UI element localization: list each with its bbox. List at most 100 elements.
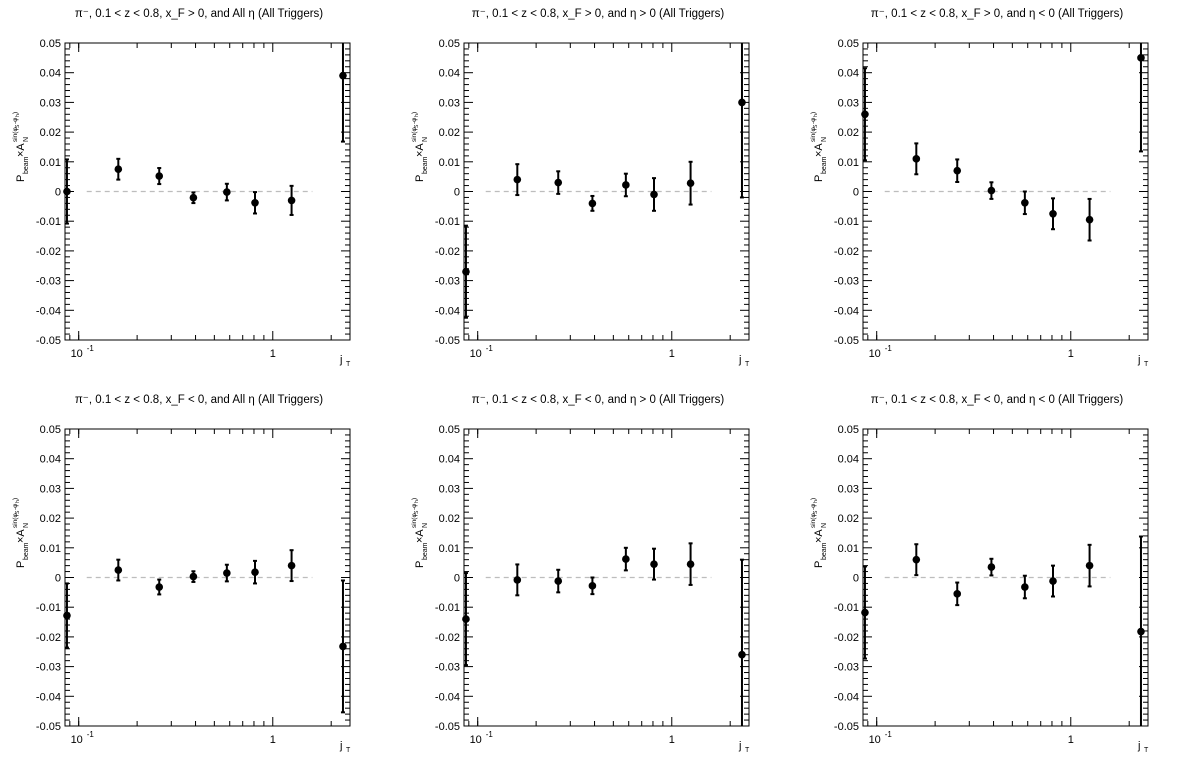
panel-title: π⁻, 0.1 < z < 0.8, x_F > 0, and All η (A… [74,8,324,20]
y-tick-label: 0 [55,187,61,199]
x-tick-label: 10 [869,348,881,360]
data-point [686,179,695,187]
y-axis-title-part: P [414,175,426,182]
y-axis-title-part: ×A [414,143,426,157]
data-point [953,590,962,598]
data-point [189,193,198,202]
data-point [588,582,597,590]
y-axis-title-part: h [414,500,420,503]
x-axis-title-subscript: T [346,361,351,368]
y-tick-label: 0.05 [838,38,859,50]
plot-area: -0.05 -0.04 -0.03 -0.02 -0.01 0 0.01 0.02 0.03 0.… [12,38,351,368]
data-point [63,187,71,196]
data-point [114,566,123,574]
y-axis-title-part: ) [12,498,19,500]
data-point [912,155,921,163]
y-tick-label: 0 [853,573,859,585]
y-tick-label: 0.05 [40,424,61,436]
panel-1: π⁻, 0.1 < z < 0.8, x_F > 0, and All η (A… [0,0,398,386]
y-tick-label: 0.01 [40,157,61,169]
x-tick-label-exponent: -1 [486,344,494,353]
data-point [622,181,630,189]
y-tick-label: 0.04 [838,454,859,466]
y-axis-title-part: sin(φ [810,127,817,142]
x-axis-title: j [738,354,741,366]
y-axis-title-part: h [15,114,21,117]
y-axis-title-part: ) [810,498,817,500]
y-tick-label: 0.05 [439,424,460,436]
y-axis-title-part: ×A [15,529,27,543]
data-point [1137,627,1145,636]
y-tick-label: 0 [853,187,859,199]
data-point [223,188,231,196]
y-tick-label: 0 [55,573,61,585]
y-tick-label: 0.01 [838,157,859,169]
x-tick-label: 10 [869,734,881,746]
y-tick-label: -0.01 [834,602,859,614]
y-axis-title-part: S [15,124,21,128]
data-point [622,555,630,563]
x-axis-title: j [1137,354,1140,366]
y-axis-title-part: ×A [813,529,825,543]
y-axis-title-part: P [414,561,426,568]
y-tick-label: 0.04 [838,68,859,80]
y-tick-label: 0.01 [40,543,61,555]
y-tick-label: 0.03 [439,483,460,495]
y-axis-title-part: beam [23,542,30,560]
y-tick-label: -0.03 [435,662,460,674]
x-axis-title: j [1137,740,1140,752]
y-axis-title-part: N [23,523,30,528]
y-axis-title-part: S [15,510,21,514]
y-tick-label: 0.03 [40,483,61,495]
y-tick-label: 0.05 [439,38,460,50]
y-axis-title-part: h [414,114,420,117]
y-tick-label: -0.01 [834,216,859,228]
y-tick-label: 0.03 [838,483,859,495]
x-axis-title-subscript: T [745,747,750,754]
plot-area: -0.05 -0.04 -0.03 -0.02 -0.01 0 0.01 0.02 0.03 0.… [411,424,750,754]
data-point [650,190,658,199]
y-tick-label: 0.01 [838,543,859,555]
y-tick-label: 0.02 [439,127,460,139]
y-tick-label: -0.02 [36,246,61,258]
data-point [861,608,869,617]
y-tick-label: 0.03 [838,97,859,109]
y-tick-label: 0.02 [40,513,61,525]
y-axis-title-part: -φ [411,118,418,124]
y-axis-title-part: -φ [810,118,817,124]
y-axis-title-part: h [813,114,819,117]
y-axis-title-part: S [813,510,819,514]
y-tick-label: -0.03 [834,662,859,674]
x-tick-label: 10 [470,734,482,746]
x-tick-label-exponent: -1 [885,344,893,353]
y-tick-label: -0.02 [435,632,460,644]
y-tick-label: -0.02 [435,246,460,258]
y-tick-label: -0.03 [36,662,61,674]
y-tick-label: -0.03 [834,276,859,288]
panel-title: π⁻, 0.1 < z < 0.8, x_F < 0, and All η (A… [74,394,324,406]
data-point [339,71,347,80]
y-tick-label: -0.05 [834,721,859,733]
y-tick-label: -0.05 [435,721,460,733]
y-axis-title-part: ) [411,112,418,114]
y-axis-title-part: beam [23,156,30,174]
y-tick-label: -0.01 [435,602,460,614]
y-axis-title-part: sin(φ [411,513,418,528]
plot-area: -0.05 -0.04 -0.03 -0.02 -0.01 0 0.01 0.02 0.03 0.… [12,424,351,754]
data-point [1085,561,1094,570]
x-axis-title-subscript: T [1144,747,1149,754]
x-tick-label: 1 [270,734,276,746]
x-tick-label: 10 [71,348,83,360]
y-axis-title-part: P [15,175,27,182]
y-tick-label: -0.01 [36,216,61,228]
data-point [287,196,296,205]
y-tick-label: -0.04 [435,305,460,317]
y-axis-title-part: beam [821,542,828,560]
data-point [650,560,658,568]
panel-4: π⁻, 0.1 < z < 0.8, x_F < 0, and All η (A… [0,386,398,772]
y-tick-label: 0.04 [40,68,61,80]
panel-title: π⁻, 0.1 < z < 0.8, x_F < 0, and η < 0 (A… [870,394,1124,406]
